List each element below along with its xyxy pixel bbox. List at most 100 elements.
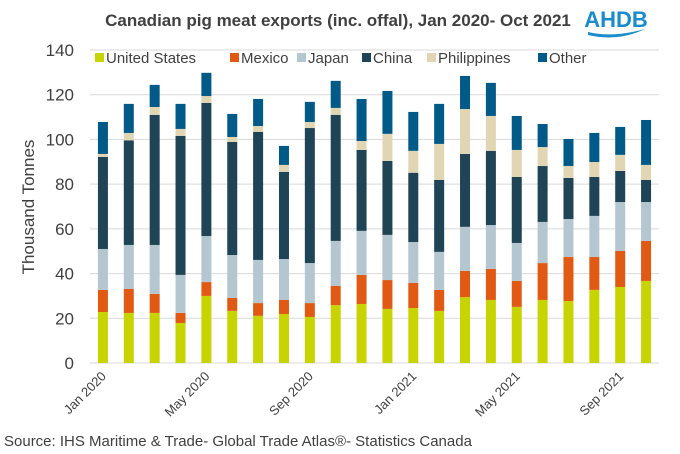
bar-china [408,172,419,243]
bar-other [175,103,186,129]
bar-stack [434,103,445,363]
bar-japan [253,259,264,304]
bar-united-states [485,299,496,363]
bar-stack [149,84,160,363]
bar-philippines [408,150,419,173]
bar-mexico [434,289,445,311]
bar-stack [589,132,600,363]
bar-china [97,156,108,249]
bar-china [201,102,212,237]
legend: United States Mexico Japan China Philippines… [95,50,587,67]
legend-swatch [297,53,306,62]
bar-japan [97,248,108,290]
bar-mexico [227,297,238,311]
bar-mexico [330,285,341,306]
bar-mexico [278,299,289,315]
bar-china [460,153,471,227]
x-tick-label: Sep 2021 [576,369,626,419]
bar-united-states [201,295,212,363]
bar-philippines [123,132,134,141]
bar-other [615,126,626,155]
bar-other [278,145,289,165]
bar-other [382,90,393,134]
source-note: Source: IHS Maritime & Trade- Global Tra… [4,433,473,450]
bar-china [356,149,367,231]
bar-other [123,103,134,133]
bar-philippines [485,115,496,151]
bar-stack [304,101,315,363]
x-tick-label: May 2021 [472,369,523,420]
bar-united-states [408,308,419,363]
bar-philippines [330,107,341,115]
bar-stack [175,103,186,363]
legend-swatch [230,53,239,62]
bar-japan [563,219,574,258]
bar-china [123,140,134,245]
bar-china [175,135,186,275]
bar-mexico [589,257,600,290]
bar-philippines [382,133,393,161]
legend-item: Japan [297,50,349,67]
chart-title: Canadian pig meat exports (inc. offal), … [105,11,571,30]
legend-swatch [95,53,104,62]
bar-philippines [227,136,238,142]
bar-china [304,128,315,264]
bar-stack [356,98,367,363]
bar-mexico [123,288,134,313]
bar-other [460,75,471,110]
bar-united-states [537,299,548,363]
bar-stack [615,126,626,363]
bar-japan [589,215,600,258]
bar-philippines [589,162,600,177]
bar-china [149,114,160,245]
bar-philippines [253,126,264,132]
bar-stack [485,82,496,363]
y-tick-label: 40 [55,265,74,284]
legend-label: Philippines [438,50,511,67]
legend-swatch [427,53,436,62]
bar-philippines [641,164,652,180]
bar-united-states [563,301,574,363]
bar-united-states [460,297,471,363]
bar-china [563,177,574,220]
bar-china [278,171,289,260]
bar-stack [408,111,419,363]
bar-mexico [175,312,186,323]
bar-united-states [589,289,600,363]
bar-united-states [97,312,108,363]
bar-japan [460,226,471,271]
bar-china [641,179,652,203]
bar-stack [123,103,134,363]
bar-other [253,98,264,127]
bar-stack [227,113,238,363]
bar-united-states [253,315,264,363]
bar-stack [537,124,548,363]
bar-united-states [149,312,160,363]
x-axis-ticks: Jan 2020 May 2020 Sep 2020 Jan 2021 May 2021… [61,369,627,420]
bar-philippines [563,166,574,178]
bar-mexico [485,268,496,300]
x-tick-label: Jan 2021 [371,369,419,417]
y-tick-label: 80 [55,175,74,194]
y-tick-label: 0 [65,354,74,373]
legend-item: Philippines [427,50,511,67]
ahdb-logo: AHDB [584,7,648,38]
legend-item: Mexico [230,50,289,67]
legend-label: Other [549,50,587,67]
bar-stack [278,145,289,363]
bar-philippines [175,128,186,136]
bar-stack [382,90,393,363]
bar-united-states [278,314,289,363]
bar-united-states [641,280,652,363]
bar-philippines [304,121,315,129]
bar-other [589,132,600,163]
bars [97,72,652,363]
bar-other [537,124,548,148]
bar-china [537,166,548,222]
bar-united-states [227,310,238,363]
bar-china [253,131,264,260]
x-tick-label: May 2020 [162,369,213,420]
bar-philippines [356,140,367,150]
bar-mexico [641,240,652,281]
bar-japan [434,251,445,290]
